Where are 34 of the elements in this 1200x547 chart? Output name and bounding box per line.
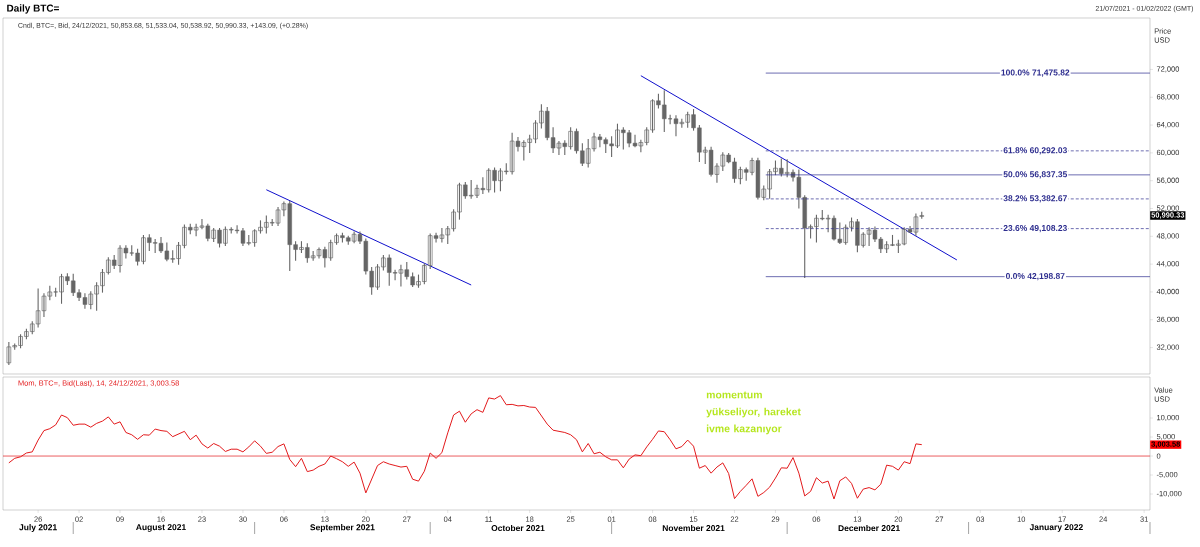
candlestick	[463, 181, 468, 200]
candlestick	[515, 136, 521, 153]
ref-line-label: 100.0% 71,475.82	[1001, 69, 1070, 77]
candlestick	[188, 223, 193, 235]
candlestick	[504, 162, 509, 175]
x2-tick-label: July 2021	[19, 524, 57, 532]
candlestick	[907, 225, 913, 234]
candlestick	[135, 248, 140, 267]
candlestick	[492, 166, 497, 194]
ref-line-label: 23.6% 49,108.23	[1003, 225, 1067, 233]
candlestick	[744, 166, 749, 182]
x2-tick-label: August 2021	[136, 524, 186, 532]
x2-tick-label: September 2021	[310, 524, 375, 532]
x2-tick-label: January 2022	[1029, 524, 1083, 532]
ref-line-label: 50.0% 56,837.35	[1003, 171, 1068, 179]
ref-line-label: 38.2% 53,382.67	[1003, 195, 1067, 203]
candlestick	[305, 242, 310, 264]
candlestick	[673, 114, 679, 137]
x2-tick-label: October 2021	[491, 524, 545, 532]
chart-title: Daily BTC=	[7, 4, 59, 14]
x2-tick-label: December 2021	[838, 524, 900, 532]
candlestick	[112, 254, 117, 270]
x2-tick-label: November 2021	[662, 524, 725, 532]
candlestick	[820, 209, 825, 221]
ref-line-label: 0.0% 42,198.87	[1005, 273, 1065, 281]
candlestick	[890, 234, 895, 247]
annotation: momentum yükseliyor, hareket ivme kazanıyor	[706, 391, 801, 435]
candlestick	[123, 244, 129, 260]
candlestick	[855, 218, 860, 253]
candlestick	[217, 227, 222, 248]
candlestick	[779, 157, 784, 178]
ref-line-label: 61.8% 60,292.03	[1003, 147, 1067, 155]
candlestick	[433, 232, 439, 244]
candlestick	[562, 139, 567, 156]
